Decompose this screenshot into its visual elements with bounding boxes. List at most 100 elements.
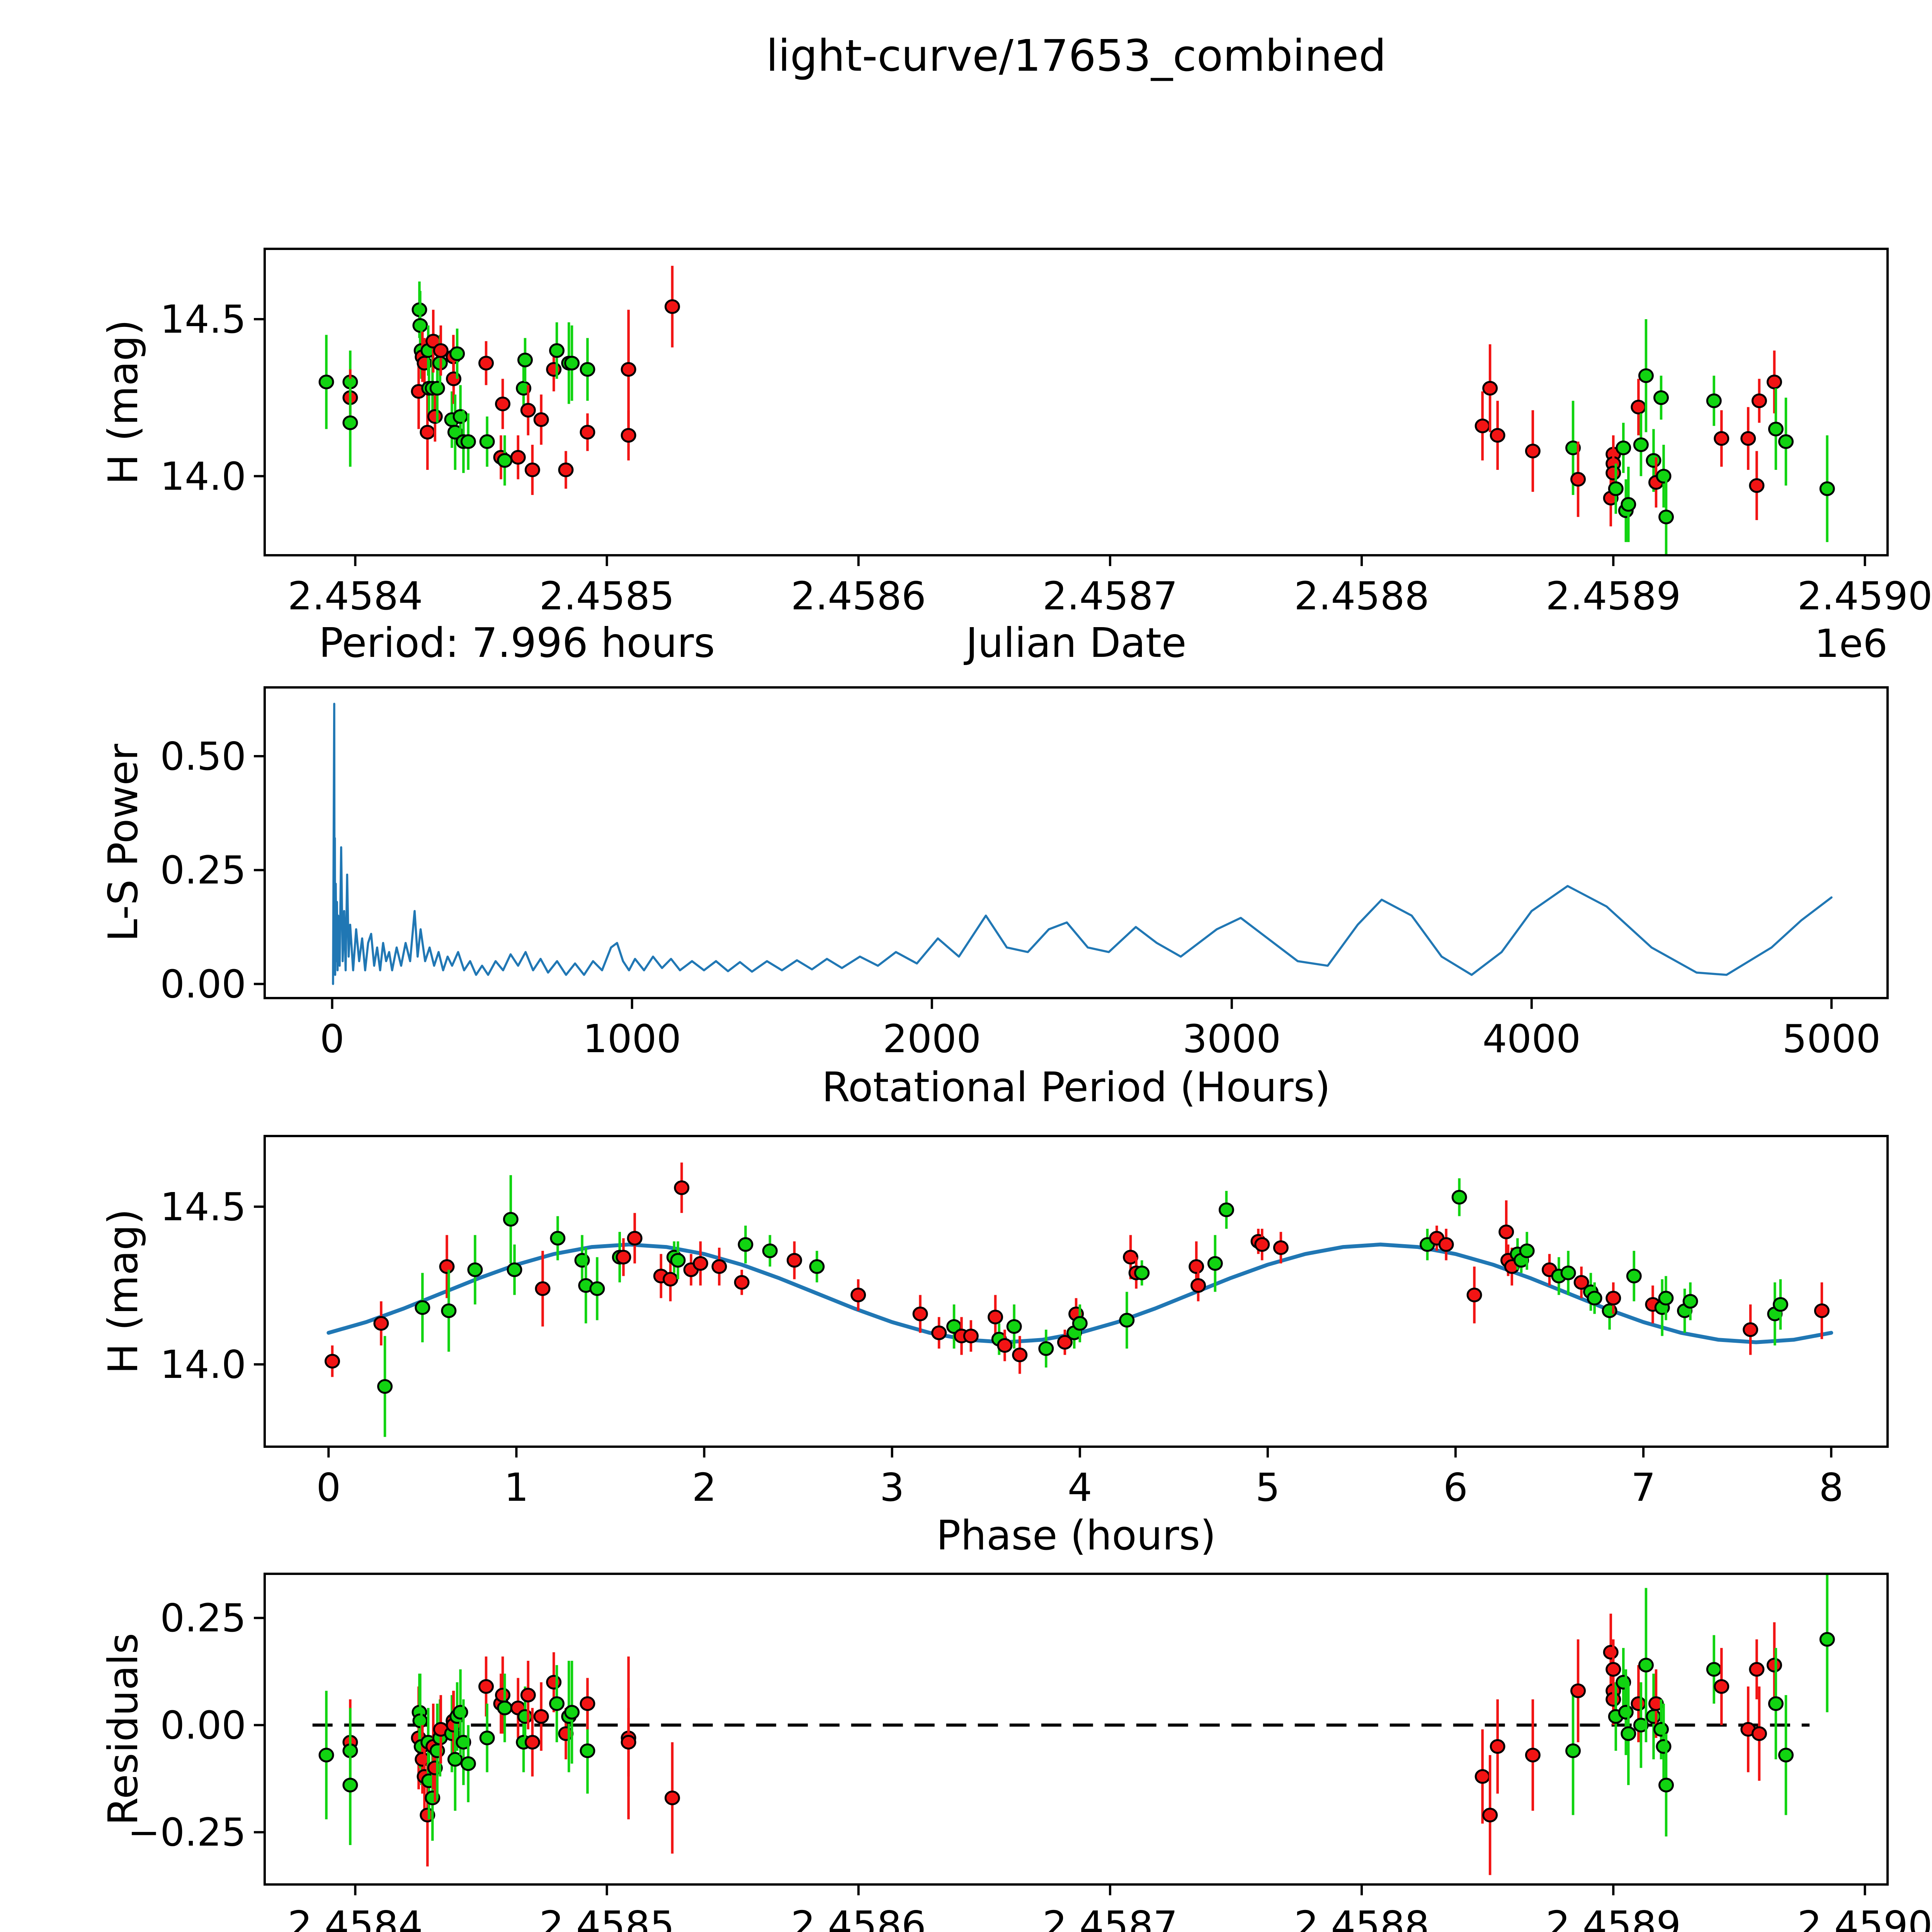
lightcurve-jd-data-area: [318, 265, 1835, 555]
phase-folded-point: [762, 1243, 778, 1259]
residuals-point: [1621, 1726, 1636, 1741]
lightcurve-jd-point: [524, 463, 540, 477]
residuals-point: [456, 1735, 471, 1750]
phase-folded-point: [377, 1379, 393, 1394]
periodogram-ytick-label: 0.00: [160, 961, 246, 1007]
periodogram-power-line: [332, 702, 1833, 985]
lightcurve-jd-point: [1631, 400, 1646, 415]
phase-folded-point: [627, 1231, 643, 1246]
lightcurve-jd-point: [1714, 431, 1730, 446]
lightcurve-jd-point: [1658, 509, 1674, 524]
phase-folded-point: [1772, 1297, 1788, 1312]
lightcurve-jd-point: [533, 412, 549, 427]
residuals-point: [342, 1777, 358, 1793]
lightcurve-jd-xaxis-label: Julian Date: [963, 619, 1186, 667]
residuals-data-area: [312, 1574, 1835, 1875]
residuals-point: [1490, 1739, 1505, 1754]
periodogram-frame: [264, 686, 1889, 999]
lightcurve-jd-xtick-label: 2.4587: [1043, 573, 1178, 619]
phase-folded-point: [663, 1272, 678, 1287]
lightcurve-jd-point: [497, 453, 513, 468]
lightcurve-jd-point: [1819, 481, 1835, 496]
phase-folded-xtick-label: 8: [1819, 1465, 1844, 1510]
residuals-point: [564, 1705, 580, 1720]
periodogram-ytick-label: 0.25: [160, 848, 246, 893]
lightcurve-jd-point: [1751, 393, 1767, 408]
phase-folded-xtick-label: 6: [1443, 1465, 1468, 1510]
periodogram-xaxis-label: Rotational Period (Hours): [822, 1064, 1330, 1111]
phase-folded-point: [1273, 1240, 1289, 1255]
lightcurve-jd-point: [318, 374, 334, 389]
residuals-point: [460, 1756, 476, 1771]
lightcurve-jd-point: [1616, 440, 1631, 456]
residuals-point: [1475, 1769, 1490, 1784]
residuals-xtick-label: 2.4584: [287, 1903, 423, 1932]
residuals-point: [1656, 1739, 1672, 1754]
lightcurve-jd-point: [549, 343, 565, 358]
lightcurve-jd-point: [1749, 478, 1765, 493]
phase-folded-point: [535, 1281, 551, 1296]
phase-folded-point: [1451, 1190, 1467, 1205]
phase-folded-point: [503, 1212, 519, 1227]
phase-folded-point: [1560, 1265, 1576, 1281]
residuals-point: [1658, 1777, 1674, 1793]
lightcurve-jd-point: [460, 434, 476, 449]
lightcurve-jd-point: [342, 415, 358, 430]
residuals-point: [1638, 1658, 1654, 1673]
lightcurve-jd-point: [429, 381, 445, 396]
phase-folded-point: [987, 1310, 1003, 1325]
phase-folded-point: [550, 1231, 566, 1246]
lightcurve-jd-point: [1608, 481, 1624, 496]
phase-folded-point: [616, 1250, 631, 1265]
residuals-frame: [264, 1573, 1889, 1886]
phase-folded-point: [734, 1275, 750, 1290]
phase-folded-point: [912, 1306, 928, 1321]
phase-folded-point: [1207, 1256, 1223, 1271]
phase-folded-point: [1057, 1335, 1073, 1350]
residuals-xtick-label: 2.4589: [1546, 1903, 1681, 1932]
residuals-point: [1751, 1726, 1767, 1741]
phase-folded-point: [1626, 1269, 1642, 1284]
phase-folded-point: [1466, 1287, 1482, 1303]
lightcurve-jd-point: [1766, 374, 1782, 389]
periodogram-xtick-label: 2000: [883, 1016, 981, 1061]
periodogram-xtick-label: 1000: [583, 1016, 681, 1061]
phase-folded-point: [1587, 1291, 1602, 1306]
phase-folded-xtick-label: 2: [692, 1465, 717, 1510]
lightcurve-jd-point: [558, 463, 574, 477]
phase-folded-point: [467, 1262, 483, 1277]
residuals-point: [664, 1790, 680, 1805]
residuals-point: [520, 1687, 536, 1702]
lightcurve-jd-xtick-label: 2.4588: [1294, 573, 1429, 619]
lightcurve-jd-xtick-label: 2.4585: [539, 573, 675, 619]
residuals-point: [495, 1687, 510, 1702]
phase-folded-point: [1038, 1341, 1054, 1356]
residuals-point: [1482, 1808, 1498, 1823]
lightcurve-jd-point: [1646, 453, 1662, 468]
lightcurve-jd-point: [1638, 368, 1654, 383]
lightcurve-jd-point: [1740, 431, 1756, 446]
phase-folded-point: [1218, 1202, 1234, 1218]
phase-folded-point: [711, 1259, 727, 1274]
residuals-point: [580, 1696, 595, 1711]
lightcurve-jd-xtick-label: 2.4589: [1546, 573, 1681, 619]
lightcurve-jd-axis-offset-label: 1e6: [1815, 621, 1888, 666]
residuals-xtick-label: 2.4590: [1797, 1903, 1932, 1932]
phase-folded-point: [1519, 1243, 1535, 1259]
phase-folded-point: [1743, 1322, 1759, 1337]
residuals-point: [1714, 1679, 1730, 1694]
lightcurve-jd-point: [1706, 393, 1722, 408]
periodogram-xtick-label: 4000: [1483, 1016, 1581, 1061]
lightcurve-jd-ytick-label: 14.0: [160, 454, 246, 499]
phase-folded-xtick-label: 5: [1255, 1465, 1280, 1510]
residuals-point: [447, 1752, 463, 1767]
residuals-yaxis-label: Residuals: [100, 1633, 147, 1825]
phase-folded-point: [325, 1354, 340, 1369]
phase-folded-point: [1605, 1291, 1621, 1306]
residuals-point: [1525, 1748, 1541, 1763]
lightcurve-jd-point: [420, 425, 435, 440]
lightcurve-jd-point: [1482, 381, 1498, 396]
phase-folded-xtick-label: 0: [316, 1465, 341, 1510]
phase-folded-xtick-label: 4: [1068, 1465, 1092, 1510]
